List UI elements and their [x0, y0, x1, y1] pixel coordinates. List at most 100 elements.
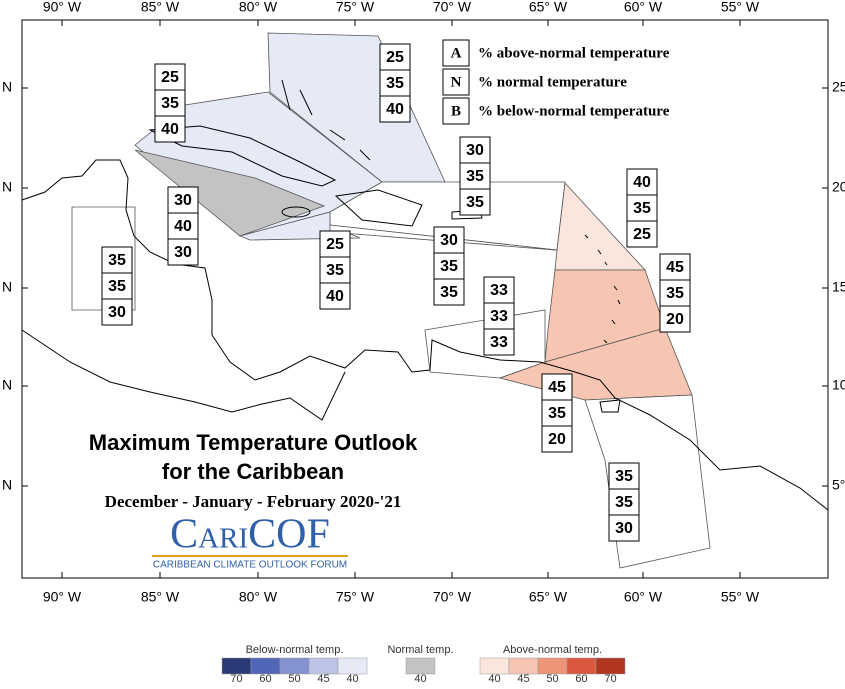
legend-swatch — [221, 657, 252, 675]
legend-swatch-label: 60 — [575, 673, 587, 684]
probability-value: 30 — [615, 520, 633, 537]
probability-value: 40 — [326, 288, 344, 305]
key-letter: N — [451, 74, 462, 90]
mainland-coast — [21, 159, 829, 511]
legend-swatch — [479, 657, 510, 675]
probability-value: 40 — [386, 101, 404, 118]
key-box — [442, 97, 470, 125]
box-cell — [459, 188, 491, 216]
key-text: % above-normal temperature — [478, 45, 670, 61]
lat-label-left: N — [2, 377, 12, 393]
probability-box: 25 35 40 — [154, 63, 186, 143]
probability-value: 25 — [386, 49, 404, 66]
lat-label-right: 20 — [832, 179, 845, 195]
legend-title: Normal temp. — [387, 644, 453, 656]
legend-swatch-label: 45 — [517, 673, 529, 684]
lat-label-left: N — [2, 179, 12, 195]
title-period: December - January - February 2020-'21 — [105, 492, 402, 511]
box-cell — [459, 162, 491, 190]
probability-value: 35 — [548, 405, 566, 422]
lon-label-bottom: 75° W — [336, 589, 375, 605]
lon-label-top: 60° W — [624, 0, 663, 15]
probability-value: 30 — [108, 304, 126, 321]
legend-swatch-label: 45 — [317, 673, 329, 684]
legend-title: Above-normal temp. — [503, 644, 602, 656]
probability-value: 25 — [326, 236, 344, 253]
probability-value: 40 — [633, 174, 651, 191]
title-line-2: for the Caribbean — [162, 459, 344, 484]
probability-boxes: 2535402535403040303035352535403035353535… — [101, 43, 691, 542]
box-cell — [626, 168, 658, 196]
probability-value: 30 — [440, 232, 458, 249]
lon-label-bottom: 90° W — [43, 589, 82, 605]
probability-box: 25 35 40 — [379, 43, 411, 123]
cuba — [148, 125, 337, 187]
hispaniola — [334, 189, 423, 227]
lon-label-top: 80° W — [239, 0, 278, 15]
box-cell — [154, 89, 186, 117]
probability-box: 45 35 20 — [659, 253, 691, 333]
legend-swatch — [337, 657, 368, 675]
logo-tagline: CARIBBEAN CLIMATE OUTLOOK FORUM — [153, 560, 347, 571]
box-cell — [483, 328, 515, 356]
lon-label-top: 65° W — [529, 0, 568, 15]
box-cell — [659, 253, 691, 281]
probability-value: 40 — [161, 121, 179, 138]
probability-value: 30 — [466, 142, 484, 159]
legend-swatch-label: 60 — [259, 673, 271, 684]
box-cell — [319, 256, 351, 284]
probability-value: 35 — [666, 285, 684, 302]
probability-box: 40 35 25 — [626, 168, 658, 248]
legend-swatch — [279, 657, 310, 675]
box-cell — [541, 373, 573, 401]
box-cell — [167, 238, 199, 266]
box-cell — [659, 279, 691, 307]
box-cell — [608, 514, 640, 542]
probability-value: 35 — [161, 95, 179, 112]
legend-swatch — [595, 657, 626, 675]
legend-swatch-label: 40 — [346, 673, 358, 684]
box-cell — [101, 272, 133, 300]
logo-name: CariCOF — [170, 512, 330, 558]
box-cell — [483, 302, 515, 330]
key-text: % below-normal temperature — [478, 103, 670, 119]
probability-value: 35 — [108, 252, 126, 269]
bahamas — [281, 79, 371, 161]
title-line-1: Maximum Temperature Outlook — [89, 430, 418, 455]
legend-swatch-label: 70 — [230, 673, 242, 684]
box-cell — [608, 488, 640, 516]
probability-value: 35 — [108, 278, 126, 295]
lon-label-top: 70° W — [433, 0, 472, 15]
legend-swatch — [250, 657, 281, 675]
probability-value: 30 — [174, 244, 192, 261]
box-cell — [626, 194, 658, 222]
box-cell — [319, 230, 351, 258]
probability-value: 45 — [666, 259, 684, 276]
lesser-antilles — [584, 234, 621, 344]
lon-label-bottom: 65° W — [529, 589, 568, 605]
probability-value: 35 — [326, 262, 344, 279]
probability-value: 35 — [633, 200, 651, 217]
box-cell — [433, 252, 465, 280]
probability-box: 33 33 33 — [483, 276, 515, 356]
axes: 90° W 90° W 85° W 85° W 80° W 80° W 75° W 75° W… — [2, 0, 845, 605]
probability-value: 35 — [386, 75, 404, 92]
key-letter: B — [451, 103, 461, 119]
probability-value: 35 — [440, 258, 458, 275]
probability-value: 33 — [490, 334, 508, 351]
lon-label-top: 55° W — [721, 0, 760, 15]
probability-value: 25 — [633, 226, 651, 243]
box-cell — [154, 63, 186, 91]
probability-box: 30 40 30 — [167, 186, 199, 266]
lon-label-bottom: 70° W — [433, 589, 472, 605]
probability-value: 35 — [466, 168, 484, 185]
legend-swatch — [566, 657, 597, 675]
legend-swatch-label: 40 — [488, 673, 500, 684]
probability-value: 35 — [466, 194, 484, 211]
lon-label-bottom: 85° W — [141, 589, 180, 605]
probability-value: 35 — [615, 468, 633, 485]
coastlines — [21, 79, 829, 511]
lat-label-left: N — [2, 477, 12, 493]
box-cell — [167, 212, 199, 240]
